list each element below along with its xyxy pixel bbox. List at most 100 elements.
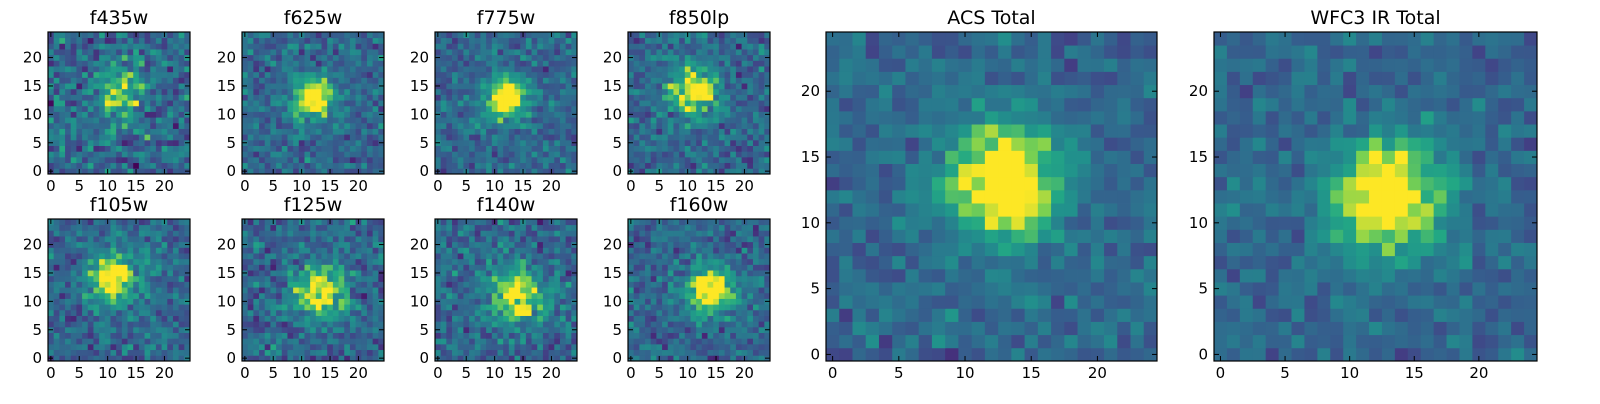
heatmap-cell xyxy=(458,157,464,163)
heatmap-cell xyxy=(537,151,543,157)
heatmap-cell xyxy=(532,89,538,95)
heatmap-cell xyxy=(344,60,350,66)
heatmap-cell xyxy=(259,310,265,316)
heatmap-cell xyxy=(310,117,316,123)
heatmap-cell xyxy=(128,287,134,293)
heatmap-cell xyxy=(105,117,111,123)
heatmap-cell xyxy=(543,338,549,344)
heatmap-cell xyxy=(259,350,265,356)
heatmap-cell xyxy=(93,270,99,276)
heatmap-cell xyxy=(259,293,265,299)
heatmap-cell xyxy=(167,146,173,152)
heatmap-cell xyxy=(753,146,759,152)
heatmap-cell xyxy=(651,281,657,287)
heatmap-cell xyxy=(480,304,486,310)
heatmap-cell xyxy=(299,310,305,316)
heatmap-cell xyxy=(299,344,305,350)
heatmap-cell xyxy=(645,333,651,339)
heatmap-cell xyxy=(651,106,657,112)
heatmap-cell xyxy=(156,338,162,344)
heatmap-cell xyxy=(690,270,696,276)
heatmap-cell xyxy=(265,287,271,293)
heatmap-cell xyxy=(696,293,702,299)
x-tick-label: 10 xyxy=(98,177,117,195)
heatmap-cell xyxy=(730,316,736,322)
heatmap-cell xyxy=(469,350,475,356)
heatmap-cell xyxy=(537,293,543,299)
heatmap-cell xyxy=(110,123,116,129)
heatmap-cell xyxy=(747,129,753,135)
heatmap-cell xyxy=(310,310,316,316)
heatmap-cell xyxy=(48,293,54,299)
heatmap-cell xyxy=(759,66,765,72)
heatmap-cell xyxy=(54,316,60,322)
heatmap-cell xyxy=(322,94,328,100)
heatmap-cell xyxy=(145,276,151,282)
heatmap-cell xyxy=(71,350,77,356)
heatmap-cell xyxy=(639,338,645,344)
heatmap-cell xyxy=(54,242,60,248)
heatmap-cell xyxy=(475,55,481,61)
heatmap-cell xyxy=(242,344,248,350)
heatmap-cell xyxy=(82,247,88,253)
heatmap-cell xyxy=(537,66,543,72)
heatmap-cell xyxy=(242,293,248,299)
heatmap-cell xyxy=(639,350,645,356)
heatmap-cell xyxy=(316,100,322,106)
heatmap-cell xyxy=(310,242,316,248)
heatmap-cell xyxy=(486,333,492,339)
heatmap-cell xyxy=(139,38,145,44)
heatmap-cell xyxy=(310,60,316,66)
heatmap-cell xyxy=(99,94,105,100)
heatmap-cell xyxy=(373,163,379,169)
heatmap-cell xyxy=(446,333,452,339)
heatmap-cell xyxy=(276,270,282,276)
heatmap-cell xyxy=(708,89,714,95)
heatmap-cell xyxy=(736,304,742,310)
heatmap-cell xyxy=(690,163,696,169)
heatmap-cell xyxy=(446,259,452,265)
heatmap-cell xyxy=(367,321,373,327)
heatmap-cell xyxy=(651,344,657,350)
heatmap-cell xyxy=(634,60,640,66)
heatmap-cell xyxy=(128,264,134,270)
heatmap-cell xyxy=(327,129,333,135)
heatmap-cell xyxy=(503,89,509,95)
heatmap-cell xyxy=(690,94,696,100)
heatmap-cell xyxy=(322,247,328,253)
heatmap-cell xyxy=(270,60,276,66)
heatmap-cell xyxy=(105,242,111,248)
heatmap-cell xyxy=(71,230,77,236)
heatmap-cell xyxy=(554,112,560,118)
heatmap-cell xyxy=(54,225,60,231)
heatmap-cell xyxy=(122,77,128,83)
heatmap-cell xyxy=(299,321,305,327)
heatmap-cell xyxy=(133,264,139,270)
heatmap-cell xyxy=(350,157,356,163)
heatmap-cell xyxy=(651,310,657,316)
heatmap-cell xyxy=(105,140,111,146)
heatmap-cell xyxy=(725,281,731,287)
heatmap-cell xyxy=(656,270,662,276)
heatmap-cell xyxy=(673,66,679,72)
heatmap-cell xyxy=(293,316,299,322)
heatmap-cell xyxy=(373,276,379,282)
heatmap-cell xyxy=(668,276,674,282)
heatmap-cell xyxy=(730,299,736,305)
heatmap-cell xyxy=(282,350,288,356)
heatmap-cell xyxy=(145,146,151,152)
heatmap-cell xyxy=(452,281,458,287)
heatmap-cell xyxy=(509,66,515,72)
heatmap-cell xyxy=(276,151,282,157)
heatmap-cell xyxy=(150,83,156,89)
heatmap-cell xyxy=(480,321,486,327)
heatmap-cell xyxy=(725,310,731,316)
heatmap-cell xyxy=(673,157,679,163)
heatmap-cell xyxy=(253,117,259,123)
heatmap-cell xyxy=(759,112,765,118)
heatmap-cell xyxy=(759,140,765,146)
heatmap-cell xyxy=(509,333,515,339)
heatmap-cell xyxy=(549,163,555,169)
heatmap-cell xyxy=(673,117,679,123)
heatmap-cell xyxy=(259,43,265,49)
